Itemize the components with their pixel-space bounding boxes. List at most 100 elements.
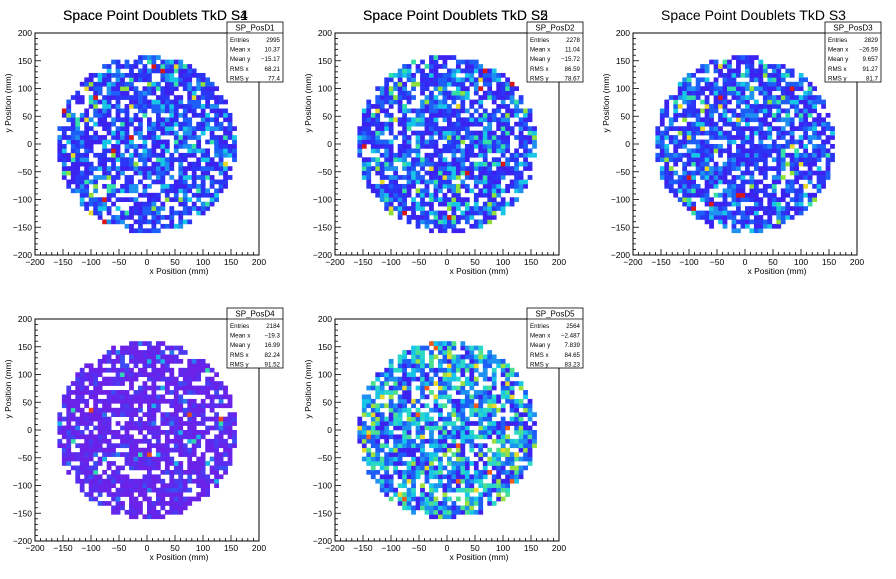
heatmap-cell: [89, 390, 94, 395]
heatmap-cell: [169, 153, 174, 158]
heatmap-cell: [147, 219, 152, 224]
heatmap-cell: [143, 140, 148, 145]
heatmap-cell: [160, 215, 165, 220]
heatmap-cell: [741, 211, 746, 216]
heatmap-cell: [709, 144, 714, 149]
heatmap-cell: [420, 386, 425, 391]
heatmap-cell: [169, 426, 174, 431]
heatmap-cell: [129, 452, 134, 457]
heatmap-cell: [384, 368, 389, 373]
heatmap-cell: [89, 448, 94, 453]
heatmap-cell: [451, 426, 456, 431]
heatmap-cell: [438, 171, 443, 176]
heatmap-cell: [80, 408, 85, 413]
heatmap-cell: [420, 108, 425, 113]
heatmap-cell: [147, 77, 152, 82]
heatmap-cell: [98, 73, 103, 78]
heatmap-cell: [416, 135, 421, 140]
heatmap-cell: [660, 135, 665, 140]
heatmap-cell: [120, 140, 125, 145]
heatmap-cell: [89, 171, 94, 176]
heatmap-cell: [741, 126, 746, 131]
heatmap-cell: [429, 166, 434, 171]
x-tick-label: −50: [710, 257, 725, 267]
heatmap-cell: [469, 488, 474, 493]
heatmap-cell: [673, 193, 678, 198]
heatmap-cell: [138, 73, 143, 78]
heatmap-cell: [767, 82, 772, 87]
heatmap-cell: [501, 153, 506, 158]
heatmap-cell: [416, 153, 421, 158]
heatmap-cell: [478, 144, 483, 149]
heatmap-cell: [803, 206, 808, 211]
heatmap-cell: [723, 108, 728, 113]
heatmap-cell: [143, 64, 148, 69]
heatmap-cell: [205, 403, 210, 408]
heatmap-cell: [156, 86, 161, 91]
heatmap-cell: [201, 166, 206, 171]
heatmap-cell: [714, 77, 719, 82]
heatmap-cell: [767, 215, 772, 220]
heatmap-cell: [776, 148, 781, 153]
heatmap-cell: [447, 443, 452, 448]
heatmap-cell: [156, 175, 161, 180]
heatmap-cell: [519, 108, 524, 113]
heatmap-cell: [447, 412, 452, 417]
heatmap-cell: [107, 394, 112, 399]
heatmap-cell: [460, 426, 465, 431]
heatmap-cell: [799, 117, 804, 122]
heatmap-cell: [98, 501, 103, 506]
heatmap-cell: [66, 157, 71, 162]
heatmap-cell: [714, 104, 719, 109]
y-tick-label: −100: [611, 195, 630, 205]
heatmap-cell: [98, 359, 103, 364]
heatmap-cell: [434, 171, 439, 176]
heatmap-cell: [749, 153, 754, 158]
heatmap-cell: [469, 153, 474, 158]
heatmap-cell: [758, 82, 763, 87]
heatmap-cell: [496, 86, 501, 91]
heatmap-cell: [111, 492, 116, 497]
heatmap-cell: [183, 122, 188, 127]
heatmap-cell: [89, 148, 94, 153]
heatmap-cell: [102, 144, 107, 149]
heatmap-cell: [201, 474, 206, 479]
heatmap-cell: [120, 77, 125, 82]
heatmap-cell: [219, 140, 224, 145]
heatmap-cell: [434, 86, 439, 91]
heatmap-cell: [111, 363, 116, 368]
heatmap-cell: [129, 403, 134, 408]
heatmap-cell: [483, 206, 488, 211]
heatmap-cell: [460, 363, 465, 368]
heatmap-cell: [411, 95, 416, 100]
heatmap-cell: [487, 180, 492, 185]
heatmap-cell: [443, 100, 448, 105]
heatmap-cell: [709, 91, 714, 96]
heatmap-cell: [451, 219, 456, 224]
heatmap-cell: [460, 434, 465, 439]
heatmap-cell: [107, 488, 112, 493]
heatmap-cell: [384, 157, 389, 162]
heatmap-cell: [156, 434, 161, 439]
heatmap-cell: [80, 479, 85, 484]
heatmap-cell: [772, 77, 777, 82]
heatmap-cell: [165, 104, 170, 109]
heatmap-cell: [371, 148, 376, 153]
heatmap-cell: [129, 166, 134, 171]
heatmap-cell: [75, 408, 80, 413]
heatmap-cell: [492, 100, 497, 105]
heatmap-cell: [826, 157, 831, 162]
heatmap-cell: [438, 386, 443, 391]
heatmap-cell: [380, 403, 385, 408]
heatmap-cell: [160, 505, 165, 510]
heatmap-cell: [669, 171, 674, 176]
heatmap-cell: [447, 144, 452, 149]
heatmap-cell: [469, 479, 474, 484]
heatmap-cell: [745, 180, 750, 185]
heatmap-cell: [763, 117, 768, 122]
heatmap-cell: [134, 104, 139, 109]
heatmap-cell: [416, 215, 421, 220]
heatmap-cell: [709, 180, 714, 185]
heatmap-cell: [371, 381, 376, 386]
heatmap-cell: [111, 157, 116, 162]
